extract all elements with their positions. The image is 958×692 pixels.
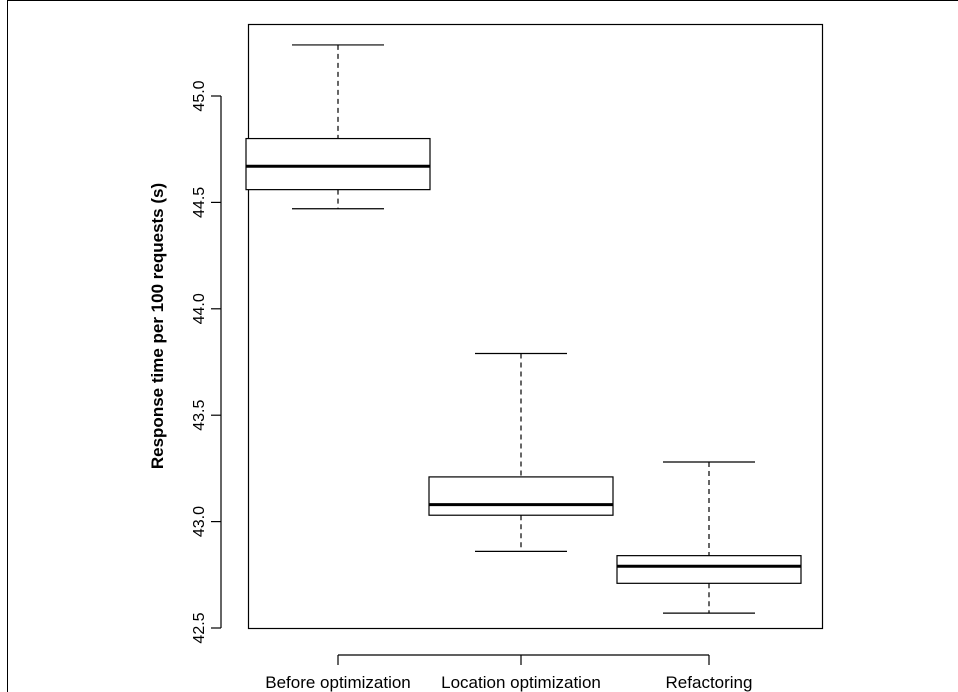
box-3 [616,461,802,614]
plot-area [247,23,824,630]
y-axis-label: Response time per 100 requests (s) [148,183,167,469]
x-tick-label: Refactoring [666,673,753,692]
y-tick-label: 44.0 [191,293,208,324]
y-axis: 42.5 43.0 43.5 44.0 44.5 45.0 [191,80,222,644]
x-tick-label: Location optimization [441,673,601,692]
interquartile-box [616,555,802,584]
y-tick-label: 43.5 [191,400,208,431]
x-tick-label: Before optimization [265,673,411,692]
x-axis: Before optimization Location optimization… [265,654,753,692]
y-tick-label: 42.5 [191,612,208,643]
y-tick-label: 44.5 [191,187,208,218]
box-series [245,44,802,614]
interquartile-box [428,476,614,516]
y-tick-label: 45.0 [191,80,208,111]
y-tick-label: 43.0 [191,506,208,537]
box-1 [245,44,431,210]
interquartile-box [245,137,431,191]
box-2 [428,352,614,552]
